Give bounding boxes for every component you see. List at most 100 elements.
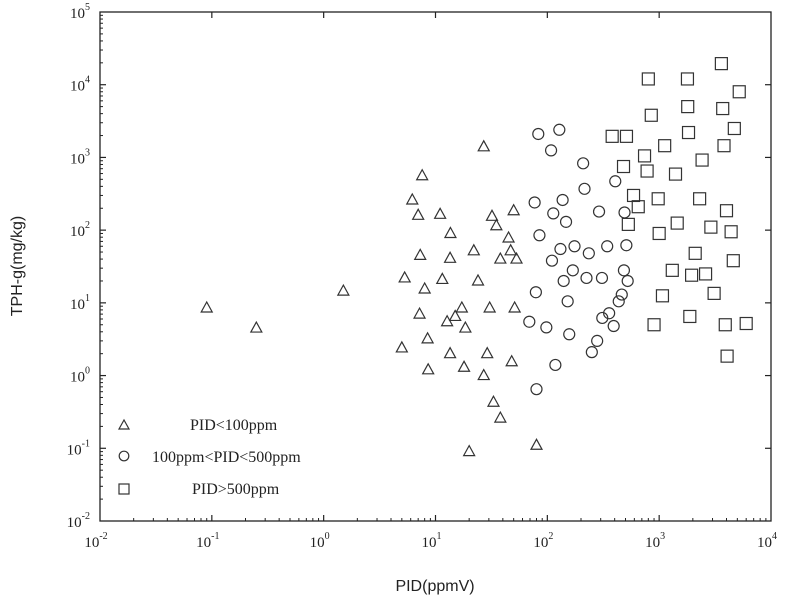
legend-label-pid-gt-500: PID>500ppm bbox=[192, 481, 280, 498]
data-point-triangle bbox=[483, 300, 497, 313]
data-point-square bbox=[717, 139, 731, 153]
data-point-triangle bbox=[502, 230, 516, 243]
data-point-square bbox=[720, 349, 734, 363]
legend: PID<100ppm 100ppm<PID<500ppm PID>500ppm bbox=[117, 417, 301, 498]
y-tick-label: 100 bbox=[70, 366, 90, 386]
data-point-triangle bbox=[507, 203, 521, 216]
data-point-circle bbox=[540, 321, 553, 334]
data-point-square bbox=[640, 164, 654, 178]
data-point-triangle bbox=[421, 362, 435, 375]
data-point-square bbox=[670, 216, 684, 230]
y-tick-label: 10-1 bbox=[67, 438, 90, 458]
data-point-triangle bbox=[413, 306, 427, 319]
data-point-triangle bbox=[443, 251, 457, 263]
data-point-circle bbox=[609, 175, 622, 188]
x-tick-label: 102 bbox=[533, 531, 553, 551]
plot-frame bbox=[99, 11, 772, 522]
data-point-circle bbox=[595, 271, 609, 285]
data-point-square bbox=[739, 316, 753, 331]
data-point-circle bbox=[532, 127, 545, 141]
data-point-circle bbox=[617, 264, 631, 277]
data-point-triangle bbox=[508, 300, 522, 313]
data-point-square bbox=[724, 225, 738, 239]
data-point-triangle bbox=[421, 331, 435, 344]
data-point-triangle bbox=[477, 139, 491, 152]
data-point-square bbox=[652, 226, 666, 241]
data-point-square bbox=[695, 153, 709, 167]
data-point-triangle bbox=[486, 394, 501, 407]
data-point-square bbox=[651, 192, 665, 206]
data-point-triangle bbox=[435, 272, 449, 285]
data-point-circle bbox=[556, 193, 569, 207]
data-point-circle bbox=[563, 328, 576, 341]
data-point-triangle bbox=[448, 309, 462, 322]
data-point-square bbox=[665, 263, 679, 277]
data-point-square bbox=[641, 72, 655, 86]
data-point-circle bbox=[529, 286, 542, 299]
data-point-circle bbox=[618, 206, 631, 219]
data-point-triangle bbox=[529, 438, 544, 450]
x-axis-title: PID(ppmV) bbox=[395, 578, 474, 595]
data-point-triangle bbox=[200, 300, 214, 313]
data-point-triangle bbox=[493, 410, 507, 423]
data-point-square bbox=[647, 318, 661, 332]
data-point-triangle bbox=[249, 320, 263, 333]
data-point-circle bbox=[578, 182, 591, 195]
data-point-triangle bbox=[418, 281, 432, 294]
data-point-triangle bbox=[505, 354, 519, 367]
data-point-triangle bbox=[415, 168, 429, 181]
data-point-circle bbox=[566, 264, 579, 277]
data-point-triangle bbox=[395, 340, 409, 353]
data-point-square bbox=[704, 220, 718, 234]
data-point-square bbox=[718, 318, 732, 332]
data-point-square bbox=[616, 159, 631, 174]
y-tick-label: 10-2 bbox=[67, 511, 90, 531]
data-point-square bbox=[688, 246, 702, 260]
data-point-triangle bbox=[462, 444, 476, 457]
data-point-square bbox=[619, 129, 634, 143]
data-point-triangle bbox=[493, 251, 507, 264]
data-point-square bbox=[668, 167, 683, 181]
y-tick-label: 102 bbox=[70, 220, 90, 240]
data-point-square bbox=[644, 108, 658, 122]
data-point-triangle bbox=[455, 300, 469, 313]
data-point-square bbox=[726, 254, 740, 268]
data-point-triangle bbox=[477, 368, 491, 381]
data-point-circle bbox=[603, 307, 616, 320]
data-point-circle bbox=[591, 334, 604, 347]
data-point-triangle bbox=[405, 192, 419, 205]
data-point-circle bbox=[559, 215, 573, 228]
data-point-triangle bbox=[433, 207, 447, 219]
y-axis-title: TPH-g(mg/kg) bbox=[9, 216, 26, 316]
data-point-triangle bbox=[480, 346, 494, 359]
data-point-triangle bbox=[413, 248, 427, 260]
data-point-circle bbox=[601, 240, 614, 253]
data-point-circle bbox=[544, 144, 558, 157]
data-point-triangle bbox=[411, 208, 425, 220]
data-point-square bbox=[719, 204, 734, 218]
data-point-triangle bbox=[398, 270, 412, 283]
data-point-square bbox=[716, 101, 730, 116]
data-point-triangle bbox=[336, 283, 350, 296]
data-point-square bbox=[680, 72, 695, 86]
data-point-circle bbox=[557, 274, 570, 288]
y-tick-label: 105 bbox=[70, 2, 90, 22]
data-point-circle bbox=[582, 247, 595, 260]
data-point-triangle bbox=[489, 218, 503, 231]
axis-ticks: 10-2 10-1 100 101 102 103 104 10-2 10-1 100 101 102… bbox=[67, 2, 777, 551]
data-point-triangle bbox=[509, 251, 524, 264]
data-point-circle bbox=[592, 205, 606, 218]
legend-label-pid-lt-100: PID<100ppm bbox=[190, 417, 278, 434]
data-point-circle bbox=[523, 315, 536, 328]
data-point-square bbox=[658, 139, 672, 153]
data-point-circle bbox=[621, 274, 634, 288]
data-point-circle bbox=[620, 239, 633, 252]
legend-marker-square bbox=[118, 483, 130, 495]
data-point-square bbox=[605, 129, 619, 143]
data-point-square bbox=[683, 309, 697, 324]
y-tick-label: 103 bbox=[70, 147, 90, 167]
data-point-circle bbox=[607, 319, 620, 333]
data-point-square bbox=[714, 57, 728, 71]
data-point-square bbox=[707, 286, 721, 300]
